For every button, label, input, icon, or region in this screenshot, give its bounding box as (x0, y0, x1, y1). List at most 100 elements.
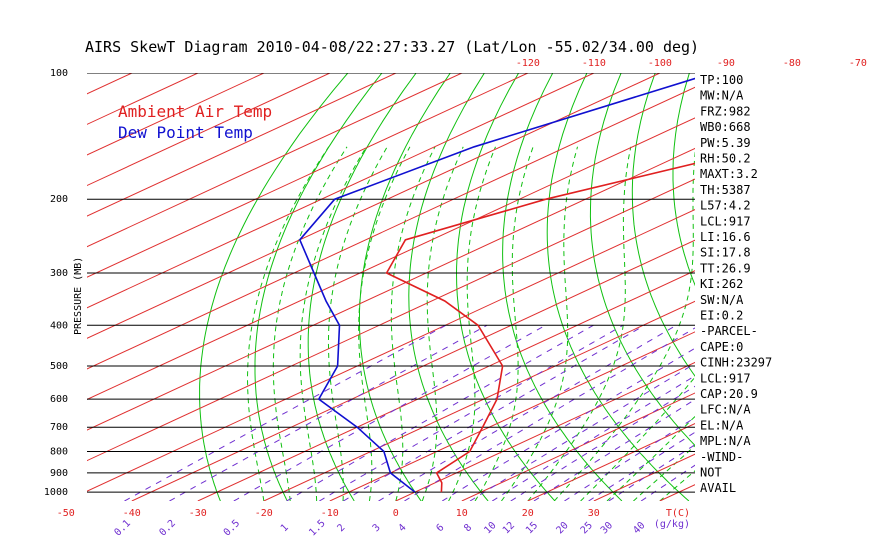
mixing-ratio-line (491, 375, 695, 501)
mixing-ratio-label: 4 (397, 522, 409, 534)
top-temp-tick-label: -110 (582, 58, 606, 69)
mixing-ratio-line (343, 324, 645, 501)
dry-adiabat-line (751, 73, 870, 501)
sounding-index-item: TT:26.9 (700, 261, 751, 275)
moist-adiabat-line (358, 146, 411, 501)
sounding-index-item: L57:4.2 (700, 199, 751, 213)
isotherm-line (395, 361, 695, 501)
sounding-index-item: -PARCEL- (700, 324, 758, 338)
sounding-index-item: LFC:N/A (700, 403, 751, 417)
sounding-index-item: LI:16.6 (700, 230, 751, 244)
dry-adiabat-line (631, 73, 695, 377)
isotherm-line (87, 73, 661, 339)
sounding-index-item: SW:N/A (700, 293, 744, 307)
moist-adiabat-line (390, 146, 436, 501)
pressure-tick-label: 900 (50, 468, 68, 479)
bottom-temp-tick-label: -30 (189, 508, 207, 519)
isotherm-line (87, 73, 463, 248)
bottom-temp-tick-label: -20 (255, 508, 273, 519)
mixing-ratio-label: 15 (524, 520, 540, 536)
mixing-ratio-line (640, 464, 695, 501)
mixing-ratio-label: 30 (599, 520, 615, 536)
sounding-index-item: AVAIL (700, 481, 736, 495)
mixing-ratio-label: 6 (434, 522, 446, 534)
moist-adiabat-line (421, 146, 464, 501)
mixing-ratio-line (286, 324, 594, 501)
mixing-ratio-label: 1 (279, 522, 291, 534)
bottom-temp-tick-label: -10 (321, 508, 339, 519)
isotherm-line (87, 73, 265, 156)
mixing-ratio-line (319, 324, 624, 501)
dry-adiabat-line (307, 73, 417, 501)
bottom-temp-tick-label: 0 (393, 508, 399, 519)
mixing-ratio-label: 40 (631, 520, 647, 536)
mixing-ratio-label: 0.5 (222, 518, 243, 539)
sounding-index-item: LCL:917 (700, 214, 751, 228)
isotherm-line (461, 392, 695, 501)
mixing-ratio-label: 12 (501, 520, 517, 536)
dry-adiabat-line (825, 73, 870, 501)
sounding-index-item: FRZ:982 (700, 104, 751, 118)
moist-adiabat-line (474, 146, 534, 501)
sounding-index-item: MW:N/A (700, 89, 744, 103)
dry-adiabat-line (502, 73, 623, 501)
pressure-tick-label: 1000 (44, 487, 68, 498)
sounding-index-item: NOT (700, 466, 722, 480)
mixing-ratio-line (588, 431, 695, 501)
mixing-ratio-line (469, 362, 695, 501)
moist-adiabat-line (659, 470, 695, 501)
chart-title: AIRS SkewT Diagram 2010-04-08/22:27:33.2… (85, 38, 699, 56)
ambient-temp-series (385, 162, 695, 493)
isotherm-line (659, 484, 695, 501)
top-temp-tick-label: -120 (516, 58, 540, 69)
top-temp-tick-label: -90 (717, 58, 735, 69)
sounding-index-item: MAXT:3.2 (700, 167, 758, 181)
mixing-ratio-label: 20 (554, 520, 570, 536)
moist-adiabat-line (272, 146, 348, 501)
x-axis-unit-label: T(C) (666, 508, 690, 519)
mixing-ratio-label: 0.2 (157, 518, 178, 539)
dry-adiabat-line (788, 73, 870, 501)
isotherm-line (87, 147, 695, 431)
isotherm-line (131, 239, 695, 501)
mixing-ratio-label: 10 (482, 520, 498, 536)
dry-adiabats (199, 73, 870, 501)
sounding-index-item: CAPE:0 (700, 340, 743, 354)
bottom-temp-tick-label: 10 (456, 508, 468, 519)
sounding-index-item: WB0:668 (700, 120, 751, 134)
mixing-ratio-line (124, 324, 447, 501)
sounding-index-item: MPL:N/A (700, 434, 751, 448)
mixing-ratio-label: 25 (579, 520, 595, 536)
sounding-index-item: PW:5.39 (700, 136, 751, 150)
isotherm-line (197, 270, 695, 501)
bottom-temp-tick-label: 30 (588, 508, 600, 519)
pressure-tick-label: 100 (50, 68, 68, 79)
sounding-index-item: TH:5387 (700, 183, 751, 197)
dry-adiabat-line (546, 73, 690, 501)
sounding-series (298, 77, 695, 493)
mixing-ratio-label: 0.1 (112, 518, 133, 539)
pressure-tick-label: 600 (50, 394, 68, 405)
sounding-index-item: KI:262 (700, 277, 743, 291)
mixing-ratio-line (404, 327, 695, 501)
sounding-index-item: TP:100 (700, 73, 743, 87)
isotherm-line (87, 86, 695, 370)
isotherm-line (87, 73, 331, 187)
dew-point-series (298, 77, 695, 493)
sounding-index-item: EL:N/A (700, 418, 744, 432)
mixing-ratio-line (533, 399, 695, 501)
sounding-index-item: SI:17.8 (700, 246, 751, 260)
mixing-ratio-line (608, 444, 695, 501)
dry-adiabat-line (455, 73, 556, 501)
sounding-index-item: LCL:917 (700, 371, 751, 385)
mixing-ratio-line (564, 417, 695, 501)
bottom-temp-tick-label: -40 (123, 508, 141, 519)
mixing-ratio-line (378, 324, 677, 501)
sounding-index-item: -WIND- (700, 450, 743, 464)
isotherm-line (87, 178, 695, 462)
mixing-ratio-line (169, 324, 488, 501)
pressure-tick-label: 400 (50, 320, 68, 331)
isotherm-line (87, 117, 695, 401)
